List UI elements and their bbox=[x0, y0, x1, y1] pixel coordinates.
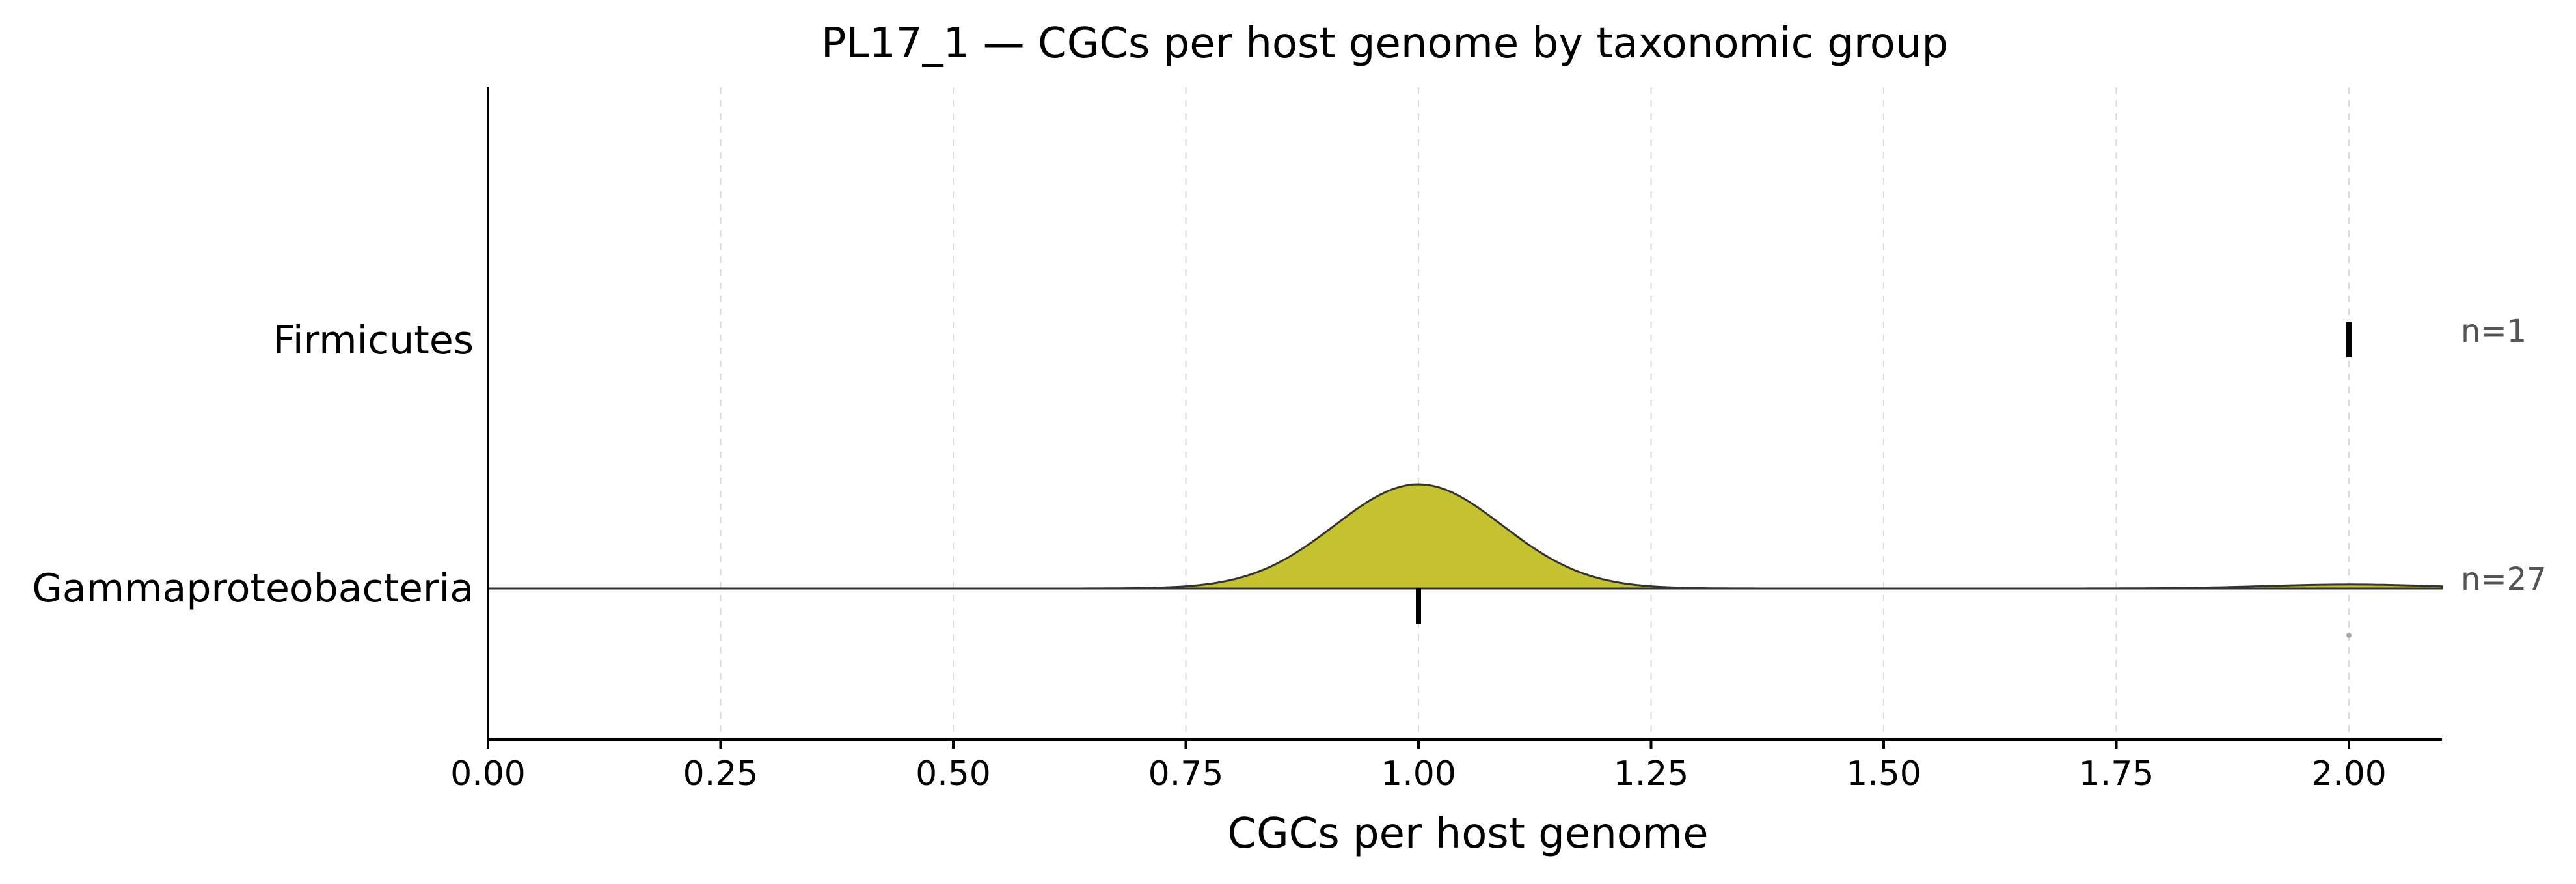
axes bbox=[487, 87, 2442, 741]
outlier-point bbox=[2346, 633, 2352, 638]
x-axis-title: CGCs per host genome bbox=[1227, 810, 1708, 858]
x-tick-label: 0.50 bbox=[915, 754, 991, 794]
grid bbox=[487, 87, 2350, 739]
y-category-label: Firmicutes bbox=[273, 318, 474, 363]
ridges bbox=[488, 322, 2443, 638]
x-tick-label: 1.75 bbox=[2079, 754, 2154, 794]
x-tick-label: 0.00 bbox=[450, 754, 526, 794]
ridge-area-gammaproteobacteria bbox=[488, 483, 2443, 590]
x-tick-label: 1.25 bbox=[1614, 754, 1689, 794]
n-count-label: n=1 bbox=[2461, 313, 2527, 350]
x-tick-label: 2.00 bbox=[2311, 754, 2387, 794]
y-category-label: Gammaproteobacteria bbox=[32, 566, 474, 611]
x-tick-label: 1.50 bbox=[1846, 754, 1921, 794]
y-category-labels: Firmicutes n=1 Gammaproteobacteria n=27 bbox=[32, 313, 2546, 611]
chart-title: PL17_1 — CGCs per host genome by taxonom… bbox=[821, 20, 1948, 68]
x-ticks: 0.00 0.25 0.50 0.75 1.00 1.25 1.50 1.75 2.00 bbox=[450, 739, 2387, 794]
x-tick-label: 0.75 bbox=[1148, 754, 1224, 794]
x-tick-label: 1.00 bbox=[1381, 754, 1456, 794]
x-tick-label: 0.25 bbox=[683, 754, 759, 794]
n-count-label: n=27 bbox=[2461, 561, 2547, 598]
